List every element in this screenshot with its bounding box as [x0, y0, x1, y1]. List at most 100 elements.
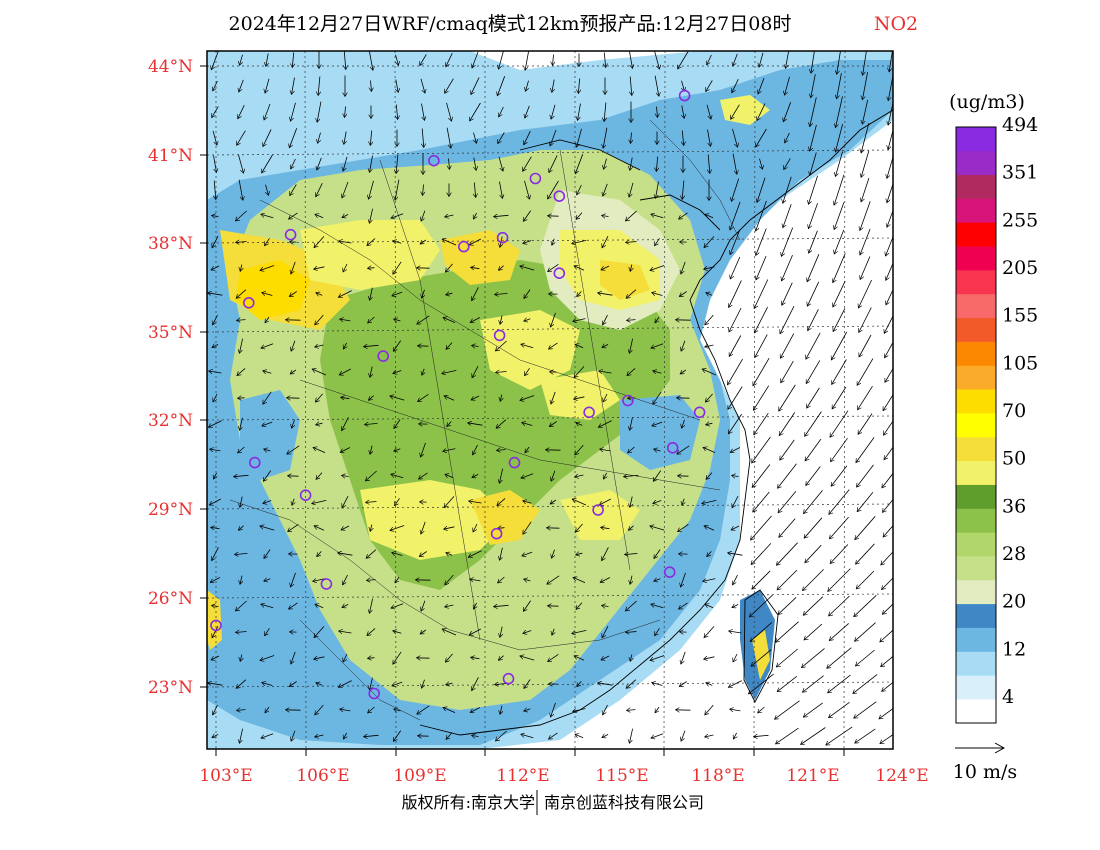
wind-arrow	[522, 156, 532, 172]
wind-arrow	[778, 597, 797, 614]
wind-arrow	[520, 656, 535, 661]
wind-arrow	[834, 174, 845, 205]
wind-arrow	[602, 626, 609, 638]
wind-arrow	[882, 681, 893, 692]
wind-arrow	[339, 368, 351, 375]
wind-arrow	[209, 498, 221, 505]
wind-arrow	[681, 572, 686, 587]
wind-arrow	[860, 228, 871, 255]
wind-arrow	[574, 266, 585, 271]
wind-arrow	[881, 551, 893, 565]
wind-arrow	[552, 628, 554, 636]
wind-arrow	[750, 622, 773, 641]
wind-arrow	[261, 733, 274, 738]
wind-arrow	[443, 449, 456, 452]
wind-arrow	[807, 281, 820, 306]
wind-arrow	[727, 386, 743, 410]
wind-arrow	[550, 129, 557, 146]
city-markers	[210, 89, 706, 700]
wind-arrow	[393, 261, 402, 274]
wind-arrow	[498, 265, 504, 271]
wind-arrow	[523, 521, 532, 534]
wind-arrow	[343, 263, 348, 272]
wind-arrow	[862, 99, 869, 124]
wind-arrow	[392, 291, 403, 296]
wind-arrow	[602, 344, 609, 347]
wind-arrow	[625, 600, 637, 611]
wind-arrow	[445, 574, 454, 585]
wind-arrow	[754, 306, 768, 333]
wind-arrow	[704, 657, 715, 659]
wind-arrow	[292, 498, 294, 506]
wind-arrow	[474, 182, 475, 198]
wind-arrow	[261, 343, 274, 348]
wind-arrow	[370, 366, 372, 378]
colorbar-label: 4	[1002, 686, 1014, 708]
wind-arrow	[236, 130, 246, 146]
wind-arrow	[882, 498, 893, 513]
lat-label: 23°N	[148, 678, 193, 698]
wind-arrow	[344, 131, 346, 145]
wind-arrow	[705, 345, 714, 347]
wind-arrow	[364, 345, 379, 346]
wind-arrow	[368, 706, 375, 713]
wind-arrow	[599, 371, 612, 373]
wind-arrow	[650, 265, 665, 271]
wind-arrow	[442, 239, 457, 246]
wind-arrow	[211, 51, 219, 70]
colorbar-swatch	[956, 174, 996, 199]
wind-arrow	[882, 603, 893, 615]
wind-arrow	[212, 547, 219, 560]
wind-arrow	[576, 602, 583, 610]
wind-arrow	[422, 368, 424, 376]
wind-arrow	[524, 679, 531, 689]
wind-arrow	[630, 157, 632, 171]
city-marker	[368, 687, 381, 700]
wind-arrow	[884, 315, 893, 334]
wind-arrow	[548, 263, 559, 271]
colorbar-swatch	[956, 627, 996, 652]
colorbar-label: 50	[1002, 448, 1026, 470]
wind-arrow	[523, 241, 532, 244]
wind-reference: 10 m/s	[953, 742, 1017, 783]
wind-arrow	[854, 595, 877, 616]
wind-arrow	[573, 709, 586, 712]
wind-arrow	[602, 236, 609, 248]
wind-arrow	[575, 734, 584, 739]
wind-arrow	[681, 651, 686, 664]
wind-arrow	[237, 320, 246, 321]
wind-arrow	[732, 79, 739, 93]
wind-arrow	[289, 291, 297, 297]
wind-arrow	[805, 544, 822, 563]
wind-arrow	[603, 704, 608, 715]
wind-arrow	[421, 442, 426, 457]
city-marker	[320, 578, 333, 590]
wind-arrow	[885, 367, 893, 383]
wind-arrow	[343, 732, 346, 739]
wind-arrow	[779, 412, 796, 435]
wind-arrow	[471, 77, 480, 94]
wind-arrow	[471, 657, 480, 658]
wind-arrow	[208, 293, 223, 295]
wind-arrow	[312, 500, 327, 503]
wind-arrow	[855, 622, 876, 642]
wind-arrow	[496, 419, 507, 429]
wind-arrow	[548, 653, 559, 661]
wind-arrow	[499, 106, 504, 117]
wind-arrow	[626, 632, 637, 633]
wind-arrow	[235, 553, 248, 554]
wind-arrow	[395, 576, 400, 583]
wind-arrow	[600, 577, 611, 583]
wind-arrow	[751, 543, 772, 564]
wind-arrow	[396, 104, 397, 120]
wind-arrow	[265, 78, 270, 93]
wind-arrow	[753, 491, 770, 512]
wind-arrow	[524, 180, 530, 199]
wind-reference-label: 10 m/s	[953, 761, 1017, 783]
wind-arrow	[494, 215, 509, 216]
wind-arrow	[445, 215, 454, 217]
wind-arrow	[777, 569, 798, 590]
wind-arrow	[858, 279, 872, 308]
wind-arrow	[828, 568, 851, 592]
wind-arrow	[472, 51, 479, 68]
